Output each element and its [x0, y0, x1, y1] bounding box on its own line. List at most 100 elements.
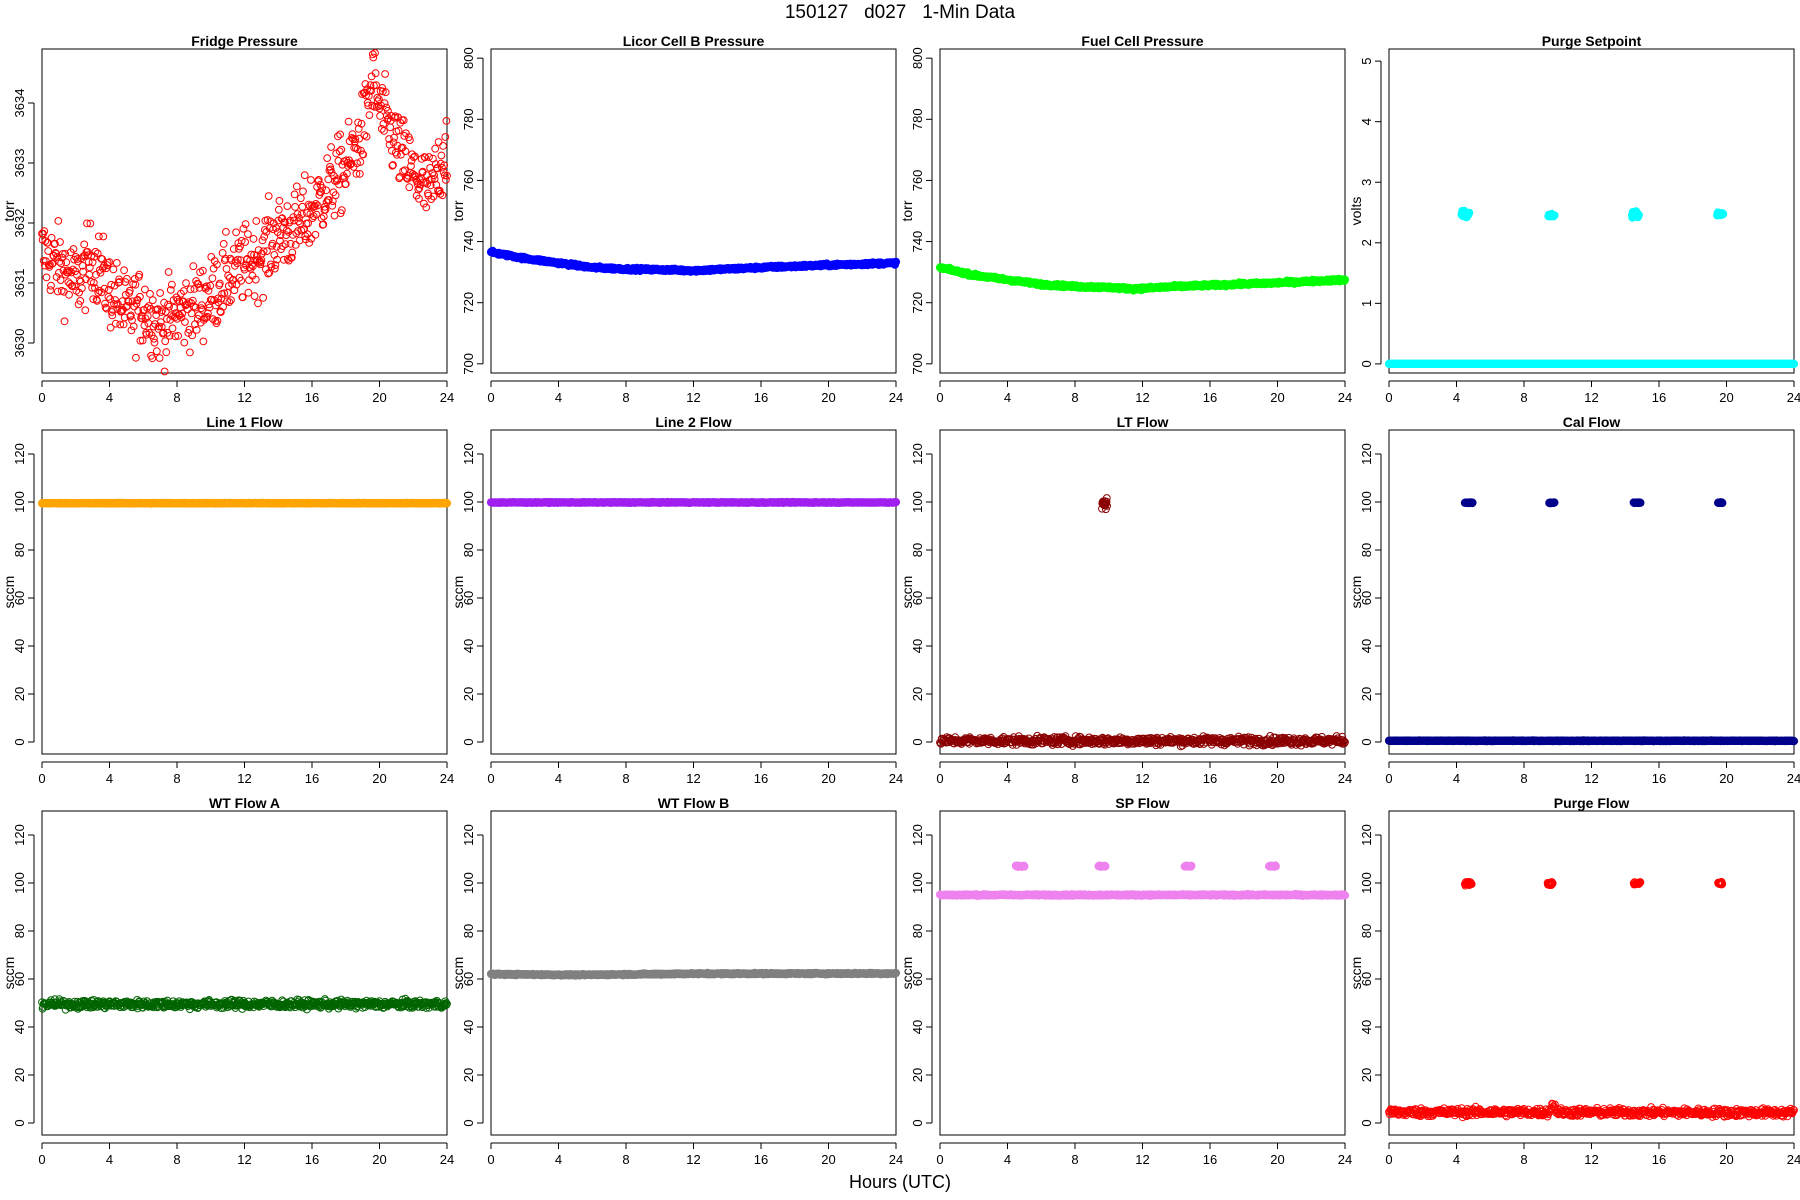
data-point	[105, 258, 114, 267]
data-point	[88, 283, 96, 292]
data-point	[84, 258, 93, 267]
data-point	[411, 152, 419, 161]
data-point	[245, 276, 253, 285]
data-point	[202, 282, 211, 291]
data-point	[290, 190, 299, 199]
x-tick-label: 8	[173, 771, 180, 786]
data-point	[891, 498, 901, 507]
data-point	[274, 205, 283, 214]
data-point	[54, 217, 63, 225]
data-point	[118, 297, 127, 306]
data-point	[197, 304, 206, 313]
data-point	[132, 299, 141, 308]
y-tick-label: 3634	[12, 89, 27, 118]
data-point	[296, 219, 305, 228]
data-point	[101, 303, 110, 312]
data-point	[42, 273, 51, 282]
data-point	[85, 270, 94, 279]
data-point	[368, 50, 377, 59]
y-tick-label: 120	[461, 443, 476, 465]
data-point	[149, 322, 158, 331]
y-tick-label: 720	[461, 292, 476, 314]
data-point	[409, 153, 418, 162]
data-point	[406, 136, 414, 145]
x-tick-label: 12	[1584, 390, 1598, 405]
data-point	[357, 146, 365, 155]
data-point	[422, 203, 431, 212]
data-point	[188, 331, 197, 340]
data-point	[303, 209, 311, 217]
y-tick-label: 100	[910, 491, 925, 513]
data-series	[1384, 206, 1799, 368]
data-point	[414, 185, 423, 194]
data-point	[51, 249, 60, 257]
data-point	[437, 151, 446, 160]
data-point	[260, 226, 269, 234]
data-point	[166, 286, 175, 294]
data-point	[341, 180, 350, 188]
data-point	[69, 245, 78, 253]
data-point	[399, 116, 408, 125]
data-point	[152, 347, 161, 356]
data-point	[364, 92, 373, 100]
data-point	[143, 304, 152, 312]
data-point	[161, 337, 170, 346]
data-point	[83, 219, 91, 228]
data-point	[168, 280, 176, 289]
panel-title: Licor Cell B Pressure	[623, 33, 765, 49]
data-point	[190, 302, 198, 311]
data-point	[244, 288, 253, 297]
data-point	[217, 308, 225, 317]
data-point	[1550, 211, 1559, 220]
y-tick-label: 1	[1359, 300, 1374, 307]
data-point	[159, 328, 168, 337]
data-point	[355, 170, 364, 178]
data-point	[434, 138, 443, 146]
y-tick-label: 3	[1359, 179, 1374, 186]
data-point	[83, 248, 92, 256]
data-point	[115, 278, 124, 286]
data-point	[165, 331, 174, 340]
y-tick-label: 0	[461, 738, 476, 745]
x-axis: 0 4 8 12 16 20 24	[38, 380, 454, 405]
data-point	[271, 261, 280, 270]
plot-frame	[41, 429, 448, 755]
data-point	[219, 302, 228, 311]
y-tick-label: 100	[12, 491, 27, 513]
data-point	[92, 270, 100, 279]
data-point	[225, 298, 234, 307]
data-point	[360, 131, 369, 140]
data-point	[1340, 275, 1350, 284]
x-tick-label: 4	[555, 771, 562, 786]
data-point	[258, 236, 267, 245]
data-point	[334, 132, 342, 141]
data-point	[156, 318, 165, 327]
data-point	[244, 230, 252, 239]
panel-title: Line 2 Flow	[655, 414, 731, 430]
data-point	[373, 93, 382, 102]
data-point	[204, 286, 213, 295]
data-point	[430, 171, 439, 180]
data-point	[70, 282, 79, 291]
y-tick-label: 700	[910, 353, 925, 375]
y-tick-label: 800	[910, 47, 925, 69]
data-point	[258, 249, 266, 258]
data-point	[264, 192, 273, 201]
data-point	[291, 241, 300, 249]
data-point	[158, 306, 167, 315]
data-point	[251, 275, 260, 284]
data-point	[169, 296, 178, 305]
data-point	[380, 126, 388, 135]
data-point	[220, 289, 229, 298]
y-tick-label: 4	[1359, 118, 1374, 125]
x-tick-label: 8	[1071, 771, 1078, 786]
data-point	[189, 262, 198, 271]
data-point	[178, 309, 187, 318]
data-point	[95, 286, 104, 295]
data-point	[351, 135, 360, 144]
data-point	[89, 295, 98, 304]
data-point	[312, 200, 320, 208]
y-axis-label: torr	[1, 200, 17, 221]
